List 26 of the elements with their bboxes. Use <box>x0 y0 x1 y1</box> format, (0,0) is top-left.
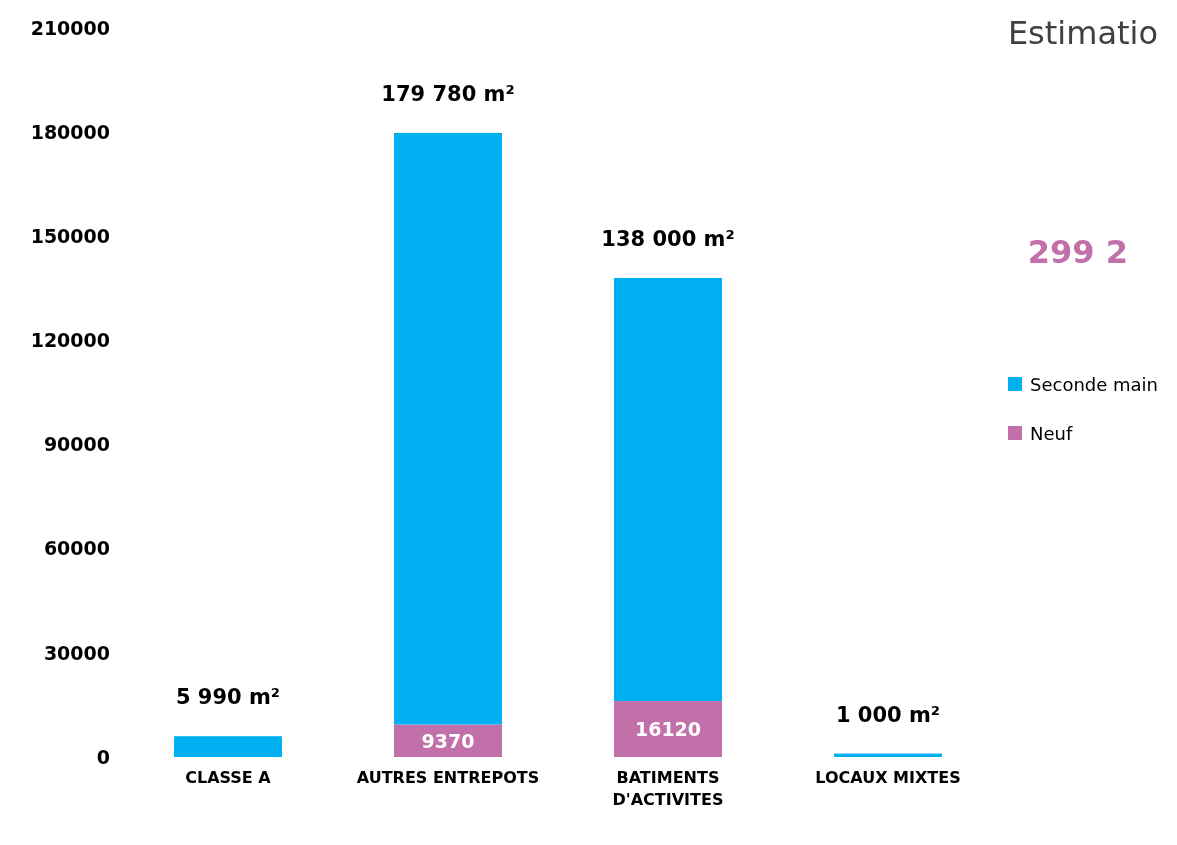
x-tick-label: LOCAUX MIXTES <box>815 768 961 787</box>
y-tick-label: 210000 <box>30 16 110 39</box>
y-tick-label: 30000 <box>43 641 110 664</box>
data-label: 16120 <box>634 718 702 741</box>
bar <box>174 736 282 757</box>
total-label: 5 990 m² <box>175 685 281 710</box>
legend-label: Seconde main <box>1029 373 1158 395</box>
bar <box>613 701 722 757</box>
data-label: 9370 <box>421 729 475 752</box>
bar <box>394 132 502 725</box>
y-tick-label: 0 <box>96 745 110 768</box>
total-label: 138 000 m² <box>601 226 735 251</box>
legend-label: Neuf <box>1029 422 1073 444</box>
x-tick-label: AUTRES ENTREPOTS <box>356 768 540 787</box>
text: Estimatio <box>1007 14 1158 52</box>
bar <box>613 277 722 702</box>
x-tick-label: CLASSE A <box>185 768 272 787</box>
y-tick-label: 120000 <box>30 329 110 352</box>
total-label: 1 000 m² <box>835 702 941 727</box>
total-label: 179 780 m² <box>381 81 515 106</box>
y-tick-label: 150000 <box>30 225 110 248</box>
text: 299 2 <box>1027 233 1128 271</box>
y-tick-label: 180000 <box>30 120 110 143</box>
x-tick-label: BATIMENTS D'ACTIVITES <box>612 768 724 809</box>
y-tick-label: 60000 <box>43 537 110 560</box>
y-tick-label: 90000 <box>43 433 110 456</box>
